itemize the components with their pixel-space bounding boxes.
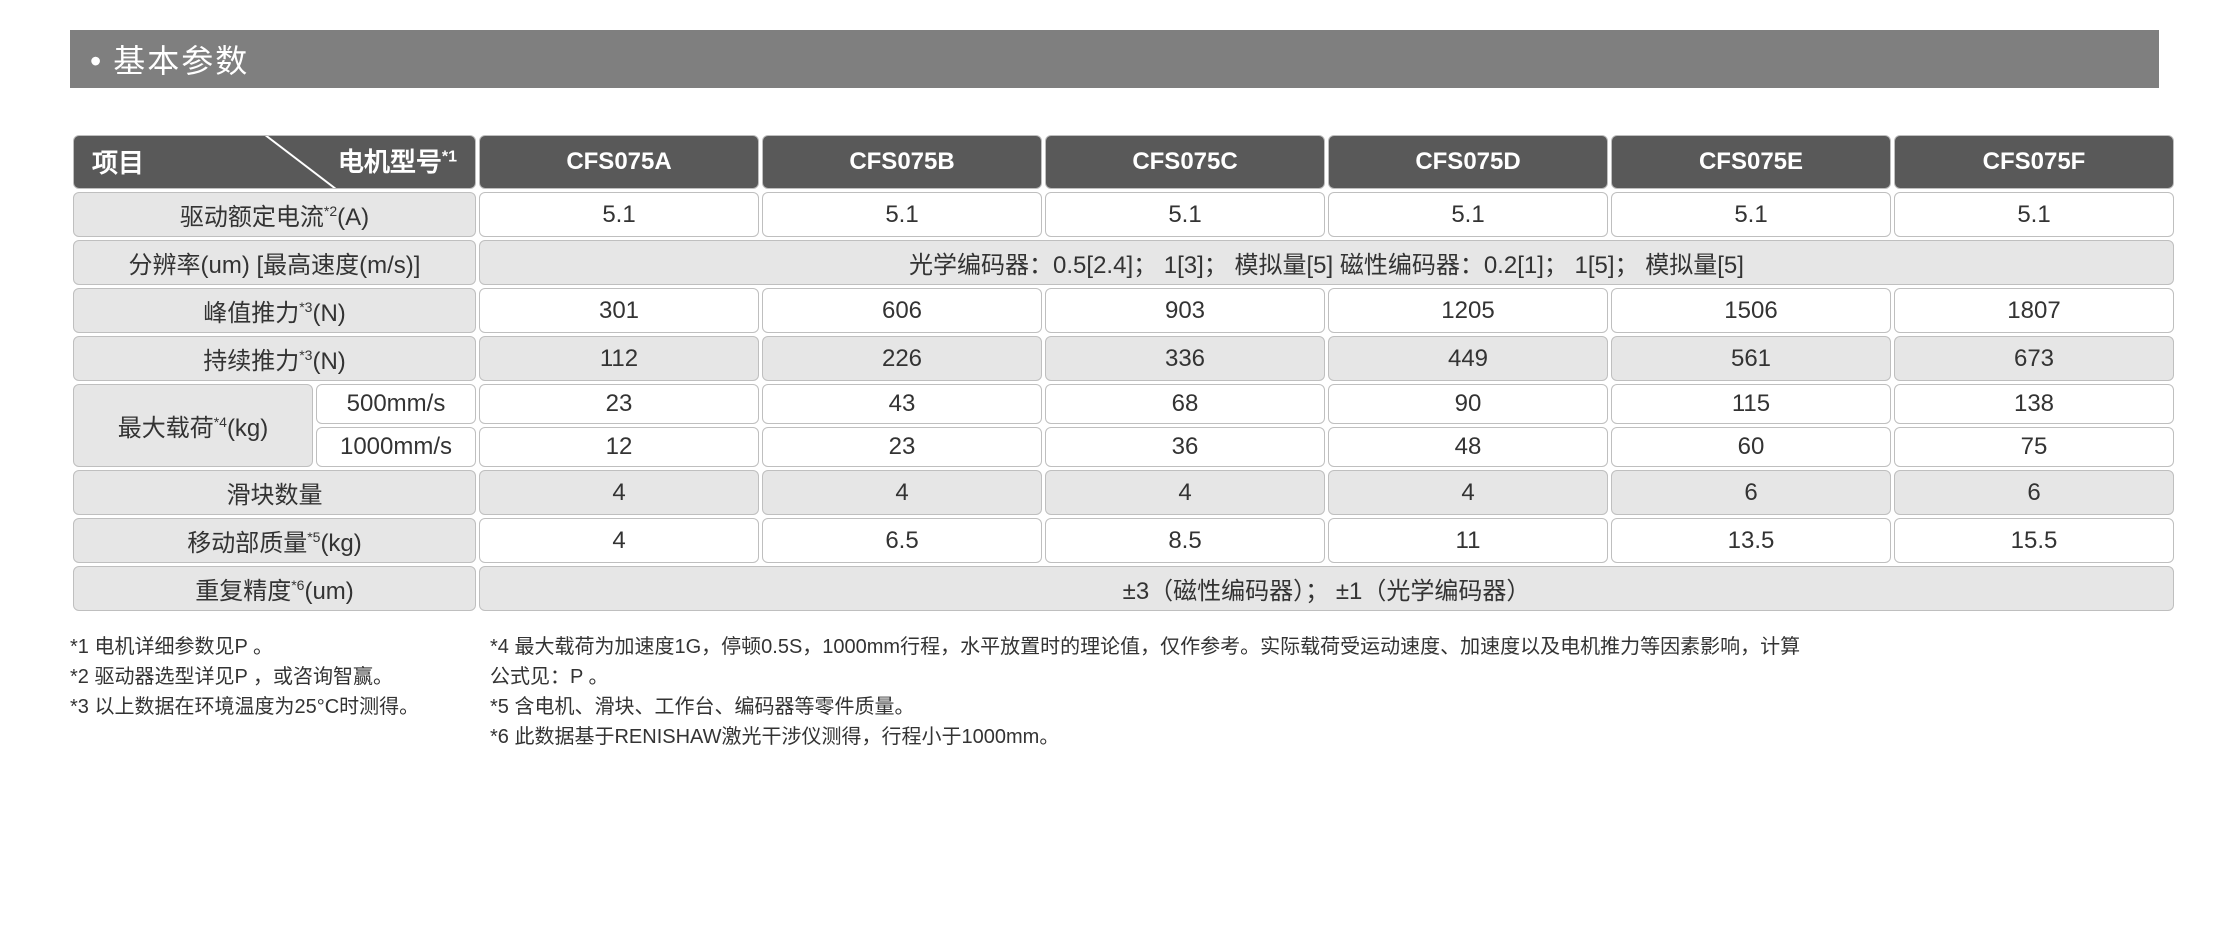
data-cell: 5.1 <box>1045 192 1325 237</box>
data-cell: 903 <box>1045 288 1325 333</box>
data-cell: 606 <box>762 288 1042 333</box>
data-cell: 1205 <box>1328 288 1608 333</box>
data-cell: 90 <box>1328 384 1608 424</box>
table-body: 驱动额定电流*2(A)5.15.15.15.15.15.1分辨率(um) [最高… <box>73 192 2174 611</box>
data-cell: 11 <box>1328 518 1608 563</box>
footnote-line: *5 含电机、滑块、工作台、编码器等零件质量。 <box>490 692 2159 722</box>
data-cell: 68 <box>1045 384 1325 424</box>
row-label: 移动部质量*5(kg) <box>73 518 476 563</box>
data-cell: 4 <box>479 518 759 563</box>
header-model-0: CFS075A <box>479 135 759 189</box>
header-diagonal-cell: 项目 电机型号*1 <box>73 135 476 189</box>
header-model-3: CFS075D <box>1328 135 1608 189</box>
header-model-2: CFS075C <box>1045 135 1325 189</box>
header-col-axis-label: 电机型号*1 <box>338 142 457 179</box>
table-row: 驱动额定电流*2(A)5.15.15.15.15.15.1 <box>73 192 2174 237</box>
data-cell: 5.1 <box>479 192 759 237</box>
header-row-axis-label: 项目 <box>92 143 144 180</box>
row-label: 重复精度*6(um) <box>73 566 476 611</box>
footnote-line: *4 最大载荷为加速度1G，停顿0.5S，1000mm行程，水平放置时的理论值，… <box>490 632 2159 662</box>
table-row: 分辨率(um) [最高速度(m/s)]光学编码器：0.5[2.4]； 1[3]；… <box>73 240 2174 285</box>
row-label: 分辨率(um) [最高速度(m/s)] <box>73 240 476 285</box>
data-cell: 5.1 <box>1328 192 1608 237</box>
table-row: 1000mm/s122336486075 <box>73 427 2174 467</box>
data-cell: 5.1 <box>762 192 1042 237</box>
footnotes: *1 电机详细参数见P 。*2 驱动器选型详见P ，或咨询智赢。*3 以上数据在… <box>70 632 2159 752</box>
row-label: 峰值推力*3(N) <box>73 288 476 333</box>
table-row: 峰值推力*3(N)301606903120515061807 <box>73 288 2174 333</box>
header-model-4: CFS075E <box>1611 135 1891 189</box>
footnote-line: *3 以上数据在环境温度为25°C时测得。 <box>70 692 430 722</box>
table-row: 重复精度*6(um)±3（磁性编码器）； ±1（光学编码器） <box>73 566 2174 611</box>
data-cell: 23 <box>479 384 759 424</box>
merged-data-cell: ±3（磁性编码器）； ±1（光学编码器） <box>479 566 2174 611</box>
data-cell: 6 <box>1894 470 2174 515</box>
row-label: 持续推力*3(N) <box>73 336 476 381</box>
data-cell: 60 <box>1611 427 1891 467</box>
data-cell: 43 <box>762 384 1042 424</box>
data-cell: 4 <box>1045 470 1325 515</box>
header-model-5: CFS075F <box>1894 135 2174 189</box>
data-cell: 115 <box>1611 384 1891 424</box>
row-sublabel: 500mm/s <box>316 384 476 424</box>
page: 基本参数 项目 电机型号*1 CFS075ACFS075BCFS075CCFS0… <box>0 0 2229 792</box>
data-cell: 673 <box>1894 336 2174 381</box>
data-cell: 336 <box>1045 336 1325 381</box>
data-cell: 75 <box>1894 427 2174 467</box>
data-cell: 36 <box>1045 427 1325 467</box>
row-label: 滑块数量 <box>73 470 476 515</box>
data-cell: 4 <box>479 470 759 515</box>
data-cell: 301 <box>479 288 759 333</box>
data-cell: 4 <box>762 470 1042 515</box>
data-cell: 5.1 <box>1894 192 2174 237</box>
footnotes-col1: *1 电机详细参数见P 。*2 驱动器选型详见P ，或咨询智赢。*3 以上数据在… <box>70 632 430 752</box>
data-cell: 449 <box>1328 336 1608 381</box>
data-cell: 12 <box>479 427 759 467</box>
footnote-line: *2 驱动器选型详见P ，或咨询智赢。 <box>70 662 430 692</box>
footnote-line: *1 电机详细参数见P 。 <box>70 632 430 662</box>
row-sublabel: 1000mm/s <box>316 427 476 467</box>
section-title: 基本参数 <box>70 30 2159 88</box>
table-row: 移动部质量*5(kg)46.58.51113.515.5 <box>73 518 2174 563</box>
data-cell: 15.5 <box>1894 518 2174 563</box>
data-cell: 561 <box>1611 336 1891 381</box>
data-cell: 226 <box>762 336 1042 381</box>
data-cell: 6 <box>1611 470 1891 515</box>
table-row: 最大载荷*4(kg)500mm/s23436890115138 <box>73 384 2174 424</box>
data-cell: 5.1 <box>1611 192 1891 237</box>
row-label: 驱动额定电流*2(A) <box>73 192 476 237</box>
data-cell: 4 <box>1328 470 1608 515</box>
data-cell: 112 <box>479 336 759 381</box>
footnotes-col2: *4 最大载荷为加速度1G，停顿0.5S，1000mm行程，水平放置时的理论值，… <box>490 632 2159 752</box>
data-cell: 8.5 <box>1045 518 1325 563</box>
table-row: 滑块数量444466 <box>73 470 2174 515</box>
data-cell: 6.5 <box>762 518 1042 563</box>
data-cell: 23 <box>762 427 1042 467</box>
merged-data-cell: 光学编码器：0.5[2.4]； 1[3]； 模拟量[5] 磁性编码器：0.2[1… <box>479 240 2174 285</box>
footnote-line: 公式见：P 。 <box>490 662 2159 692</box>
data-cell: 48 <box>1328 427 1608 467</box>
spec-table: 项目 电机型号*1 CFS075ACFS075BCFS075CCFS075DCF… <box>70 132 2177 614</box>
data-cell: 1807 <box>1894 288 2174 333</box>
row-label: 最大载荷*4(kg) <box>73 384 313 467</box>
table-row: 持续推力*3(N)112226336449561673 <box>73 336 2174 381</box>
footnote-line: *6 此数据基于RENISHAW激光干涉仪测得，行程小于1000mm。 <box>490 722 2159 752</box>
data-cell: 1506 <box>1611 288 1891 333</box>
data-cell: 13.5 <box>1611 518 1891 563</box>
table-header-row: 项目 电机型号*1 CFS075ACFS075BCFS075CCFS075DCF… <box>73 135 2174 189</box>
data-cell: 138 <box>1894 384 2174 424</box>
header-model-1: CFS075B <box>762 135 1042 189</box>
